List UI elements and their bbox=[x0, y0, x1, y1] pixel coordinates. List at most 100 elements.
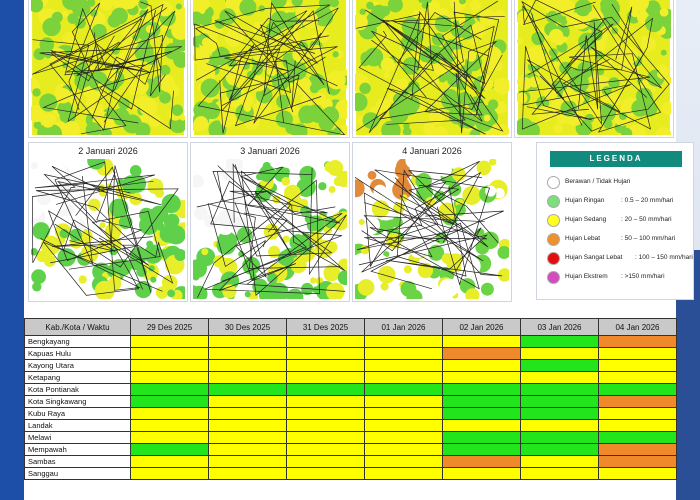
boundary-line bbox=[47, 171, 143, 262]
boundary-line bbox=[424, 1, 497, 134]
boundary-line bbox=[224, 10, 318, 123]
rain-patch bbox=[212, 159, 221, 168]
rain-patch bbox=[526, 0, 533, 6]
rain-patch bbox=[402, 127, 412, 135]
map-date-label: 2 Januari 2026 bbox=[78, 146, 138, 156]
rain-patch bbox=[486, 219, 497, 230]
rain-patch bbox=[203, 102, 221, 120]
forecast-cell-yellow bbox=[208, 371, 287, 384]
legend-item-heavy-rain: Hujan Lebat : 50 – 100 mm/hari bbox=[547, 232, 693, 248]
boundary-line bbox=[369, 222, 480, 290]
rain-patch bbox=[99, 222, 106, 229]
rain-patch bbox=[293, 21, 303, 32]
rain-patch bbox=[111, 46, 120, 55]
legend-item-extreme-rain: Hujan Ekstrem : >150 mm/hari bbox=[547, 270, 693, 286]
rain-patch bbox=[258, 5, 265, 12]
rain-patch bbox=[447, 10, 466, 29]
rain-patch bbox=[425, 0, 441, 16]
rain-patch bbox=[475, 228, 485, 238]
region-name-cell: Sambas bbox=[24, 455, 131, 468]
rain-patch bbox=[41, 114, 55, 128]
rain-patch bbox=[284, 184, 301, 202]
rain-patch bbox=[88, 198, 101, 211]
boundary-line bbox=[64, 7, 173, 76]
rain-patch bbox=[614, 98, 621, 106]
rain-patch bbox=[288, 61, 307, 81]
forecast-cell-green bbox=[520, 443, 599, 456]
forecast-cell-green bbox=[364, 383, 443, 396]
forecast-cell-yellow bbox=[364, 347, 443, 360]
forecast-cell-green bbox=[520, 395, 599, 408]
rain-patch bbox=[78, 275, 87, 284]
rain-patch bbox=[383, 72, 391, 79]
rain-patch bbox=[201, 37, 213, 48]
rain-patch bbox=[659, 7, 669, 17]
rain-patch bbox=[145, 25, 154, 34]
rain-patch bbox=[661, 101, 671, 115]
rain-patch bbox=[167, 289, 176, 298]
rain-patch bbox=[252, 278, 268, 294]
boundary-line bbox=[371, 11, 504, 132]
rain-patch bbox=[139, 207, 154, 223]
legend: LEGENDA Berawan / Tidak Hujan Hujan Ring… bbox=[536, 142, 694, 300]
table-header-row: Kab./Kota / Waktu 29 Des 2025 30 Des 202… bbox=[24, 318, 677, 336]
forecast-cell-orange bbox=[598, 395, 677, 408]
map-panel-7: 4 Januari 2026 bbox=[352, 142, 512, 302]
rain-patch bbox=[366, 1, 374, 10]
legend-range: : 100 – 150 mm/hari bbox=[635, 254, 693, 261]
rain-patch bbox=[381, 120, 401, 135]
rain-patch bbox=[98, 188, 107, 197]
forecast-cell-green bbox=[442, 395, 521, 408]
legend-range: : 20 – 50 mm/hari bbox=[621, 216, 672, 223]
rain-patch bbox=[379, 5, 391, 17]
rainfall-map-3 bbox=[355, 0, 509, 135]
rain-patch bbox=[465, 51, 477, 62]
table-row: Sanggau bbox=[24, 467, 677, 480]
forecast-cell-green bbox=[208, 383, 287, 396]
table-row: Kota Pontianak bbox=[24, 383, 677, 396]
rain-patch bbox=[174, 249, 185, 261]
rain-patch bbox=[479, 8, 496, 26]
boundary-line bbox=[194, 4, 330, 81]
rain-patch bbox=[194, 206, 208, 220]
rain-patch bbox=[175, 3, 182, 10]
rain-patch bbox=[281, 177, 291, 186]
table-row: Mempawah bbox=[24, 443, 677, 456]
rain-patch bbox=[219, 8, 236, 25]
legend-swatch bbox=[547, 252, 560, 265]
forecast-cell-yellow bbox=[286, 419, 365, 432]
forecast-cell-green bbox=[442, 443, 521, 456]
rain-patch bbox=[326, 70, 346, 90]
legend-item-light-rain: Hujan Ringan : 0.5 – 20 mm/hari bbox=[547, 194, 693, 210]
rain-patch bbox=[562, 88, 576, 102]
rain-patch bbox=[431, 76, 440, 86]
rain-patch bbox=[337, 270, 347, 286]
rain-patch bbox=[301, 232, 311, 242]
forecast-cell-yellow bbox=[364, 395, 443, 408]
rain-patch bbox=[584, 113, 595, 123]
boundary-line bbox=[34, 174, 162, 224]
rainfall-map-5 bbox=[31, 159, 185, 299]
forecast-cell-yellow bbox=[130, 335, 209, 348]
forecast-cell-orange bbox=[598, 443, 677, 456]
region-name-cell: Kota Pontianak bbox=[24, 383, 131, 396]
rain-patch bbox=[293, 76, 312, 95]
boundary-line bbox=[98, 237, 174, 290]
rain-patch bbox=[44, 51, 52, 59]
rain-patch bbox=[552, 61, 559, 68]
rain-patch bbox=[416, 277, 424, 285]
rain-patch bbox=[470, 22, 487, 39]
rain-patch bbox=[201, 248, 209, 256]
rain-patch bbox=[109, 37, 117, 46]
region-name-cell: Sanggau bbox=[24, 467, 131, 480]
rain-patch bbox=[225, 170, 237, 183]
table-row: Kapuas Hulu bbox=[24, 347, 677, 360]
header-date: 30 Des 2025 bbox=[208, 318, 287, 336]
forecast-cell-yellow bbox=[364, 359, 443, 372]
rain-patch bbox=[528, 76, 540, 88]
region-name-cell: Landak bbox=[24, 419, 131, 432]
rain-patch bbox=[122, 114, 142, 134]
rain-patch bbox=[433, 126, 448, 135]
boundary-line bbox=[356, 11, 500, 131]
legend-range: : >150 mm/hari bbox=[621, 273, 665, 280]
